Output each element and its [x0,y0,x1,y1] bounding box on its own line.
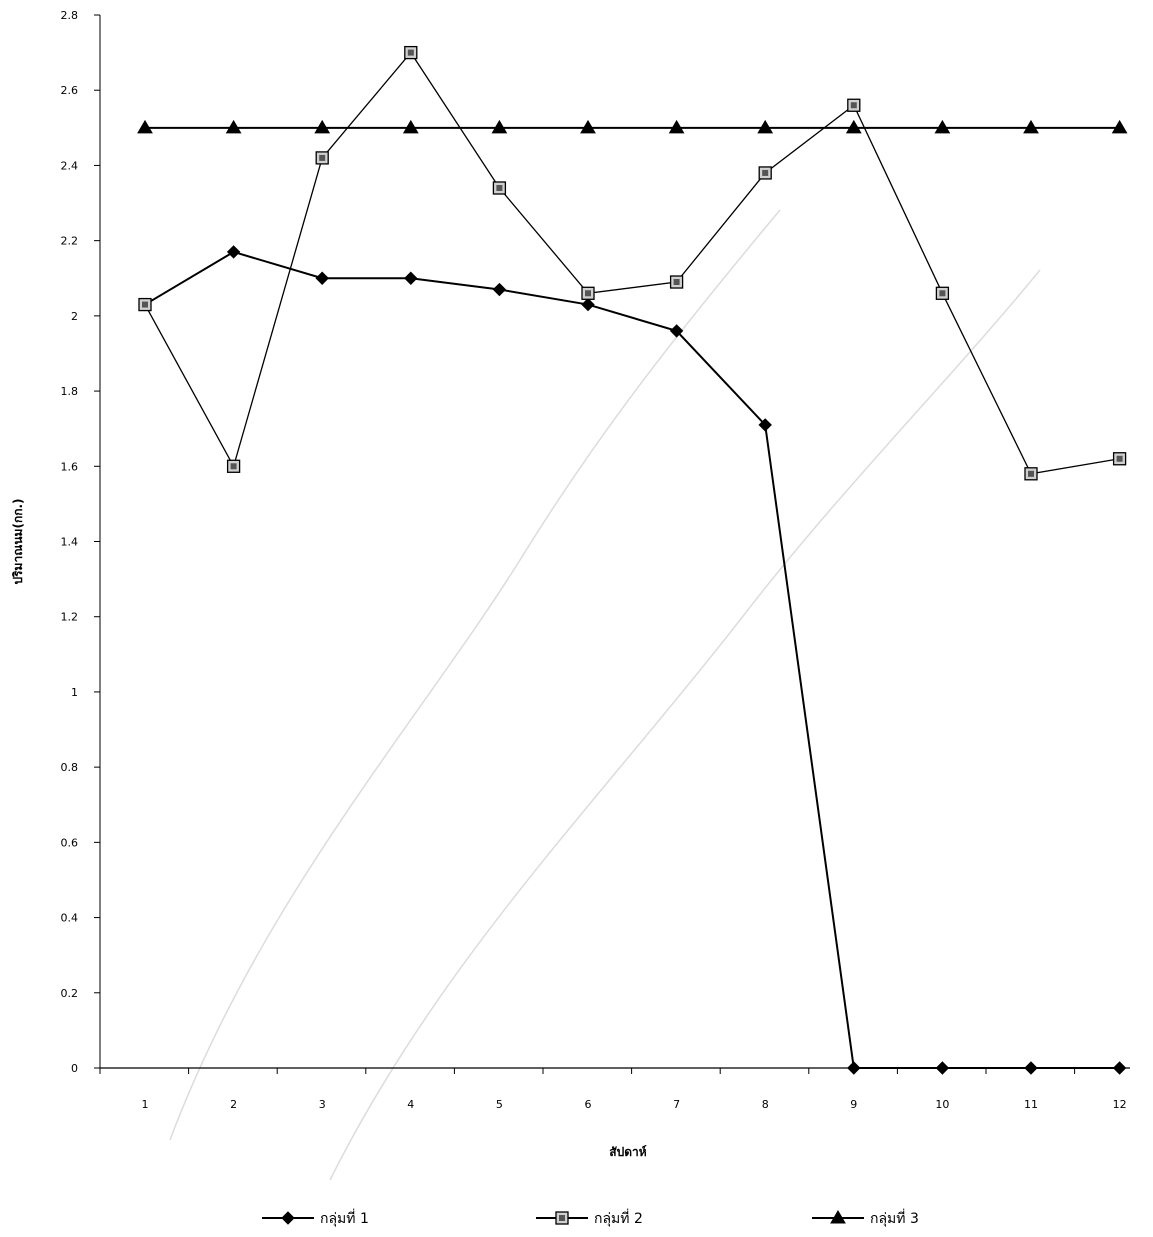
watermark-arc-1 [169,209,781,1141]
series-2-point [138,297,152,312]
series-1-line [144,250,1120,1069]
series-2-point [492,181,507,195]
y-tick-label: 0.2 [61,987,79,1000]
x-tick-label: 4 [407,1098,414,1111]
y-tick-label: 1.8 [61,385,79,398]
legend-marker [555,1211,569,1225]
series-3-point [225,119,242,134]
x-tick-label: 11 [1024,1098,1038,1111]
series-3-point [845,119,862,134]
x-tick-label: 2 [230,1098,237,1111]
series-2-point [669,275,684,289]
legend-marker [281,1211,295,1225]
legend-item-2: กลุ่มที่ 2 [536,1209,643,1227]
series-2-point [1024,467,1038,481]
chart-axes: 0 0.2 0.4 0.6 0.8 1 1.2 1.4 1.6 1.8 2 2.2 2.4 2.6 2.8 1… [11,9,1130,1159]
y-tick-label: 1.6 [61,460,79,473]
marker-square-core [939,290,946,297]
series-1-point [1024,1061,1038,1075]
series-3-point [668,119,685,134]
marker-square-core [319,154,326,161]
watermark-arc-2 [329,269,1041,1181]
legend-label: กลุ่มที่ 1 [320,1209,369,1227]
chart-series [137,45,1128,1075]
marker-square-core [142,301,148,308]
y-tick-label: 2 [71,310,78,323]
y-tick-label: 0.6 [61,836,79,849]
y-tick-label: 0.4 [61,912,79,925]
series-3-point [402,119,419,134]
y-axis-title: ปริมาณนม(กก.) [11,498,25,584]
series-3-point [1111,119,1128,134]
series-2-point [847,98,861,112]
series-3-point [580,119,596,134]
series-1-point [935,1061,950,1075]
x-tick-label: 6 [585,1098,592,1111]
series-3-point [491,119,508,134]
marker-square-core [850,102,857,109]
series-3 [137,119,1128,134]
series-1-point [669,324,684,338]
marker-square-core [762,169,769,176]
y-tick-label: 2.2 [61,235,79,248]
y-tick-label: 1.4 [61,536,79,549]
series-3-point [934,119,951,134]
series-1-point [492,282,507,297]
x-tick-label: 5 [496,1098,503,1111]
y-tick-label: 1 [71,686,78,699]
y-tick-label: 1.2 [61,611,79,624]
legend-item-1: กลุ่มที่ 1 [262,1209,369,1227]
y-tick-label: 0.8 [61,761,79,774]
legend-label: กลุ่มที่ 3 [870,1209,919,1227]
y-tick-label: 2.6 [61,84,79,97]
series-3-point [757,119,774,134]
series-1-point [226,245,241,259]
watermark [169,209,1041,1181]
series-3-point [314,119,331,134]
series-1-point [315,271,329,285]
series-3-point [137,119,153,134]
series-1-point [758,418,772,432]
series-2-point [758,166,772,180]
series-2-line [144,51,1120,475]
series-1 [138,245,1127,1075]
marker-square-core [673,279,680,286]
x-tick-label: 7 [673,1098,680,1111]
legend-marker [830,1210,846,1224]
x-tick-label: 10 [935,1098,949,1111]
series-2-point [581,286,595,300]
legend-item-3: กลุ่มที่ 3 [812,1209,919,1227]
chart-legend: กลุ่มที่ 1 กลุ่มที่ 2 กลุ่มที่ 3 [262,1209,919,1227]
marker-square-core [585,290,591,297]
x-tick-label: 1 [142,1098,149,1111]
series-2-point [935,286,950,300]
series-1-point [847,1061,861,1075]
marker-square-core [230,463,237,470]
x-tick-label: 9 [850,1098,857,1111]
series-2-point [315,151,329,165]
series-1-point [581,297,595,312]
series-2-point [226,459,241,473]
x-tick-label: 12 [1113,1098,1127,1111]
series-2 [138,45,1127,481]
x-tick-label: 3 [319,1098,326,1111]
y-tick-label: 0 [71,1062,78,1075]
y-tick-label: 2.8 [61,9,79,22]
marker-square-core [559,1215,565,1221]
y-tick-label: 2.4 [61,159,79,172]
series-1-point [1112,1061,1127,1075]
x-tick-label: 8 [762,1098,769,1111]
marker-square-core [1116,455,1123,462]
series-3-point [1023,119,1039,134]
marker-square-core [496,184,503,191]
series-1-point [404,271,418,285]
x-axis-title: สัปดาห์ [609,1145,646,1159]
marker-square-core [1028,470,1034,477]
marker-square-core [407,49,414,56]
series-2-point [404,45,418,60]
series-2-point [1112,452,1127,466]
legend-label: กลุ่มที่ 2 [594,1209,643,1227]
